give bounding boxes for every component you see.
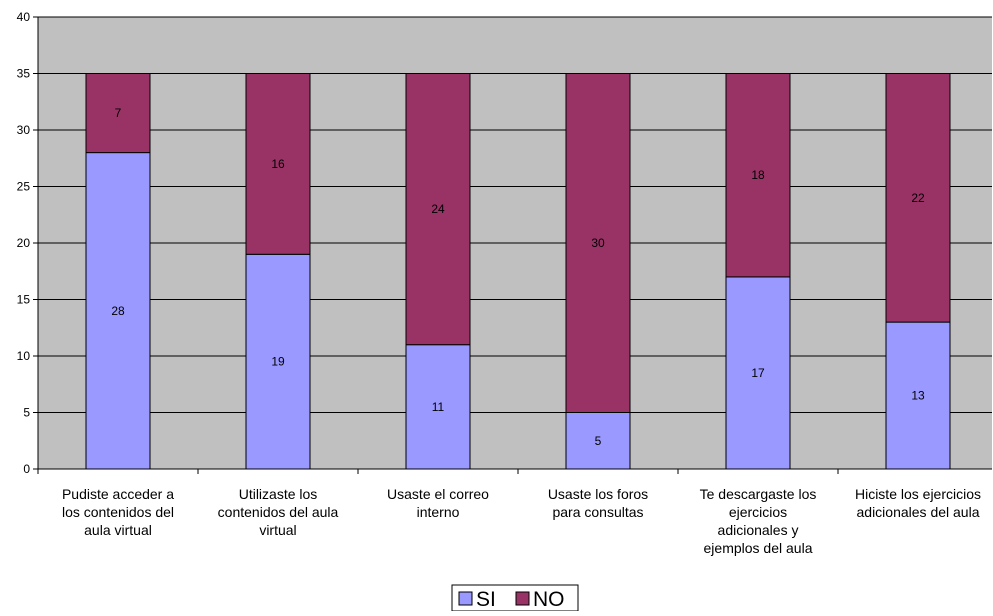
x-category-label: Utilizaste los contenidos del aula virtual	[218, 486, 339, 538]
y-tick-label: 30	[17, 123, 31, 137]
bar-no-0	[85, 73, 151, 154]
bar-si-4	[725, 276, 791, 470]
x-category-label: Hiciste los ejercicios adicionales del au…	[855, 486, 981, 520]
x-category-label-line: Pudiste acceder a	[62, 486, 174, 502]
y-tick-label: 40	[17, 10, 31, 24]
x-category-label-line: Utilizaste los	[239, 486, 318, 502]
data-label: 5	[595, 434, 602, 448]
x-category-label-line: Te descargaste los	[700, 486, 817, 502]
data-label: 7	[115, 106, 122, 120]
data-label: 22	[911, 191, 925, 205]
x-category-label: Te descargaste los ejercicios adicionales …	[700, 486, 817, 556]
axes: 0 5 10 15 20 25 30 35 40	[17, 10, 992, 476]
x-category-label-line: ejercicios	[729, 504, 787, 520]
x-category-label-line: Hiciste los ejercicios	[855, 486, 981, 502]
x-category-label-line: contenidos del aula	[218, 504, 339, 520]
y-tick-label: 15	[17, 293, 31, 307]
bar-no-2	[405, 73, 471, 346]
data-label: 17	[751, 366, 765, 380]
x-category-label: Usaste el correo interno	[387, 486, 489, 520]
y-tick-label: 20	[17, 236, 31, 250]
x-category-label-line: aula virtual	[84, 522, 152, 538]
x-category-label-line: los contenidos del	[62, 504, 174, 520]
legend-label-si: SI	[476, 588, 496, 611]
bar-si-1	[245, 253, 311, 470]
legend-label-no: NO	[533, 588, 565, 611]
x-category-label: Usaste los foros para consultas	[548, 486, 648, 520]
x-category-label-line: adicionales del aula	[857, 504, 980, 520]
data-label: 11	[432, 400, 445, 414]
x-category-label-line: ejemplos del aula	[704, 540, 813, 556]
x-category-label-line: virtual	[259, 522, 296, 538]
bar-no-5	[885, 73, 951, 323]
plot-area	[38, 16, 992, 470]
bar-si-5	[885, 321, 951, 470]
data-label: 30	[591, 236, 605, 250]
legend: SI NO	[451, 584, 579, 612]
bar-no-4	[725, 73, 791, 278]
data-label: 24	[431, 202, 445, 216]
bar-si-2	[405, 344, 471, 470]
y-tick-label: 25	[17, 180, 31, 194]
data-label: 19	[271, 355, 285, 369]
data-label: 16	[271, 157, 285, 171]
x-category-label-line: Usaste el correo	[387, 486, 489, 502]
labels: 28 7 Pudiste acceder a los contenidos del au…	[62, 106, 981, 556]
legend-swatch-no	[515, 591, 530, 606]
x-category-label-line: adicionales y	[718, 522, 799, 538]
data-label: 18	[751, 168, 765, 182]
x-category-label-line: interno	[417, 504, 460, 520]
y-tick-label: 0	[23, 462, 30, 476]
data-label: 13	[911, 389, 925, 403]
y-tick-label: 35	[17, 67, 31, 81]
data-label: 28	[111, 304, 125, 318]
bar-si-0	[85, 152, 151, 470]
y-tick-label: 10	[17, 349, 31, 363]
bar-no-3	[565, 73, 631, 413]
x-category-label-line: Usaste los foros	[548, 486, 648, 502]
x-category-label-line: para consultas	[552, 504, 643, 520]
bar-no-1	[245, 73, 311, 255]
legend-swatch-si	[458, 591, 473, 606]
x-category-label: Pudiste acceder a los contenidos del aula …	[62, 486, 174, 538]
y-tick-label: 5	[23, 406, 30, 420]
